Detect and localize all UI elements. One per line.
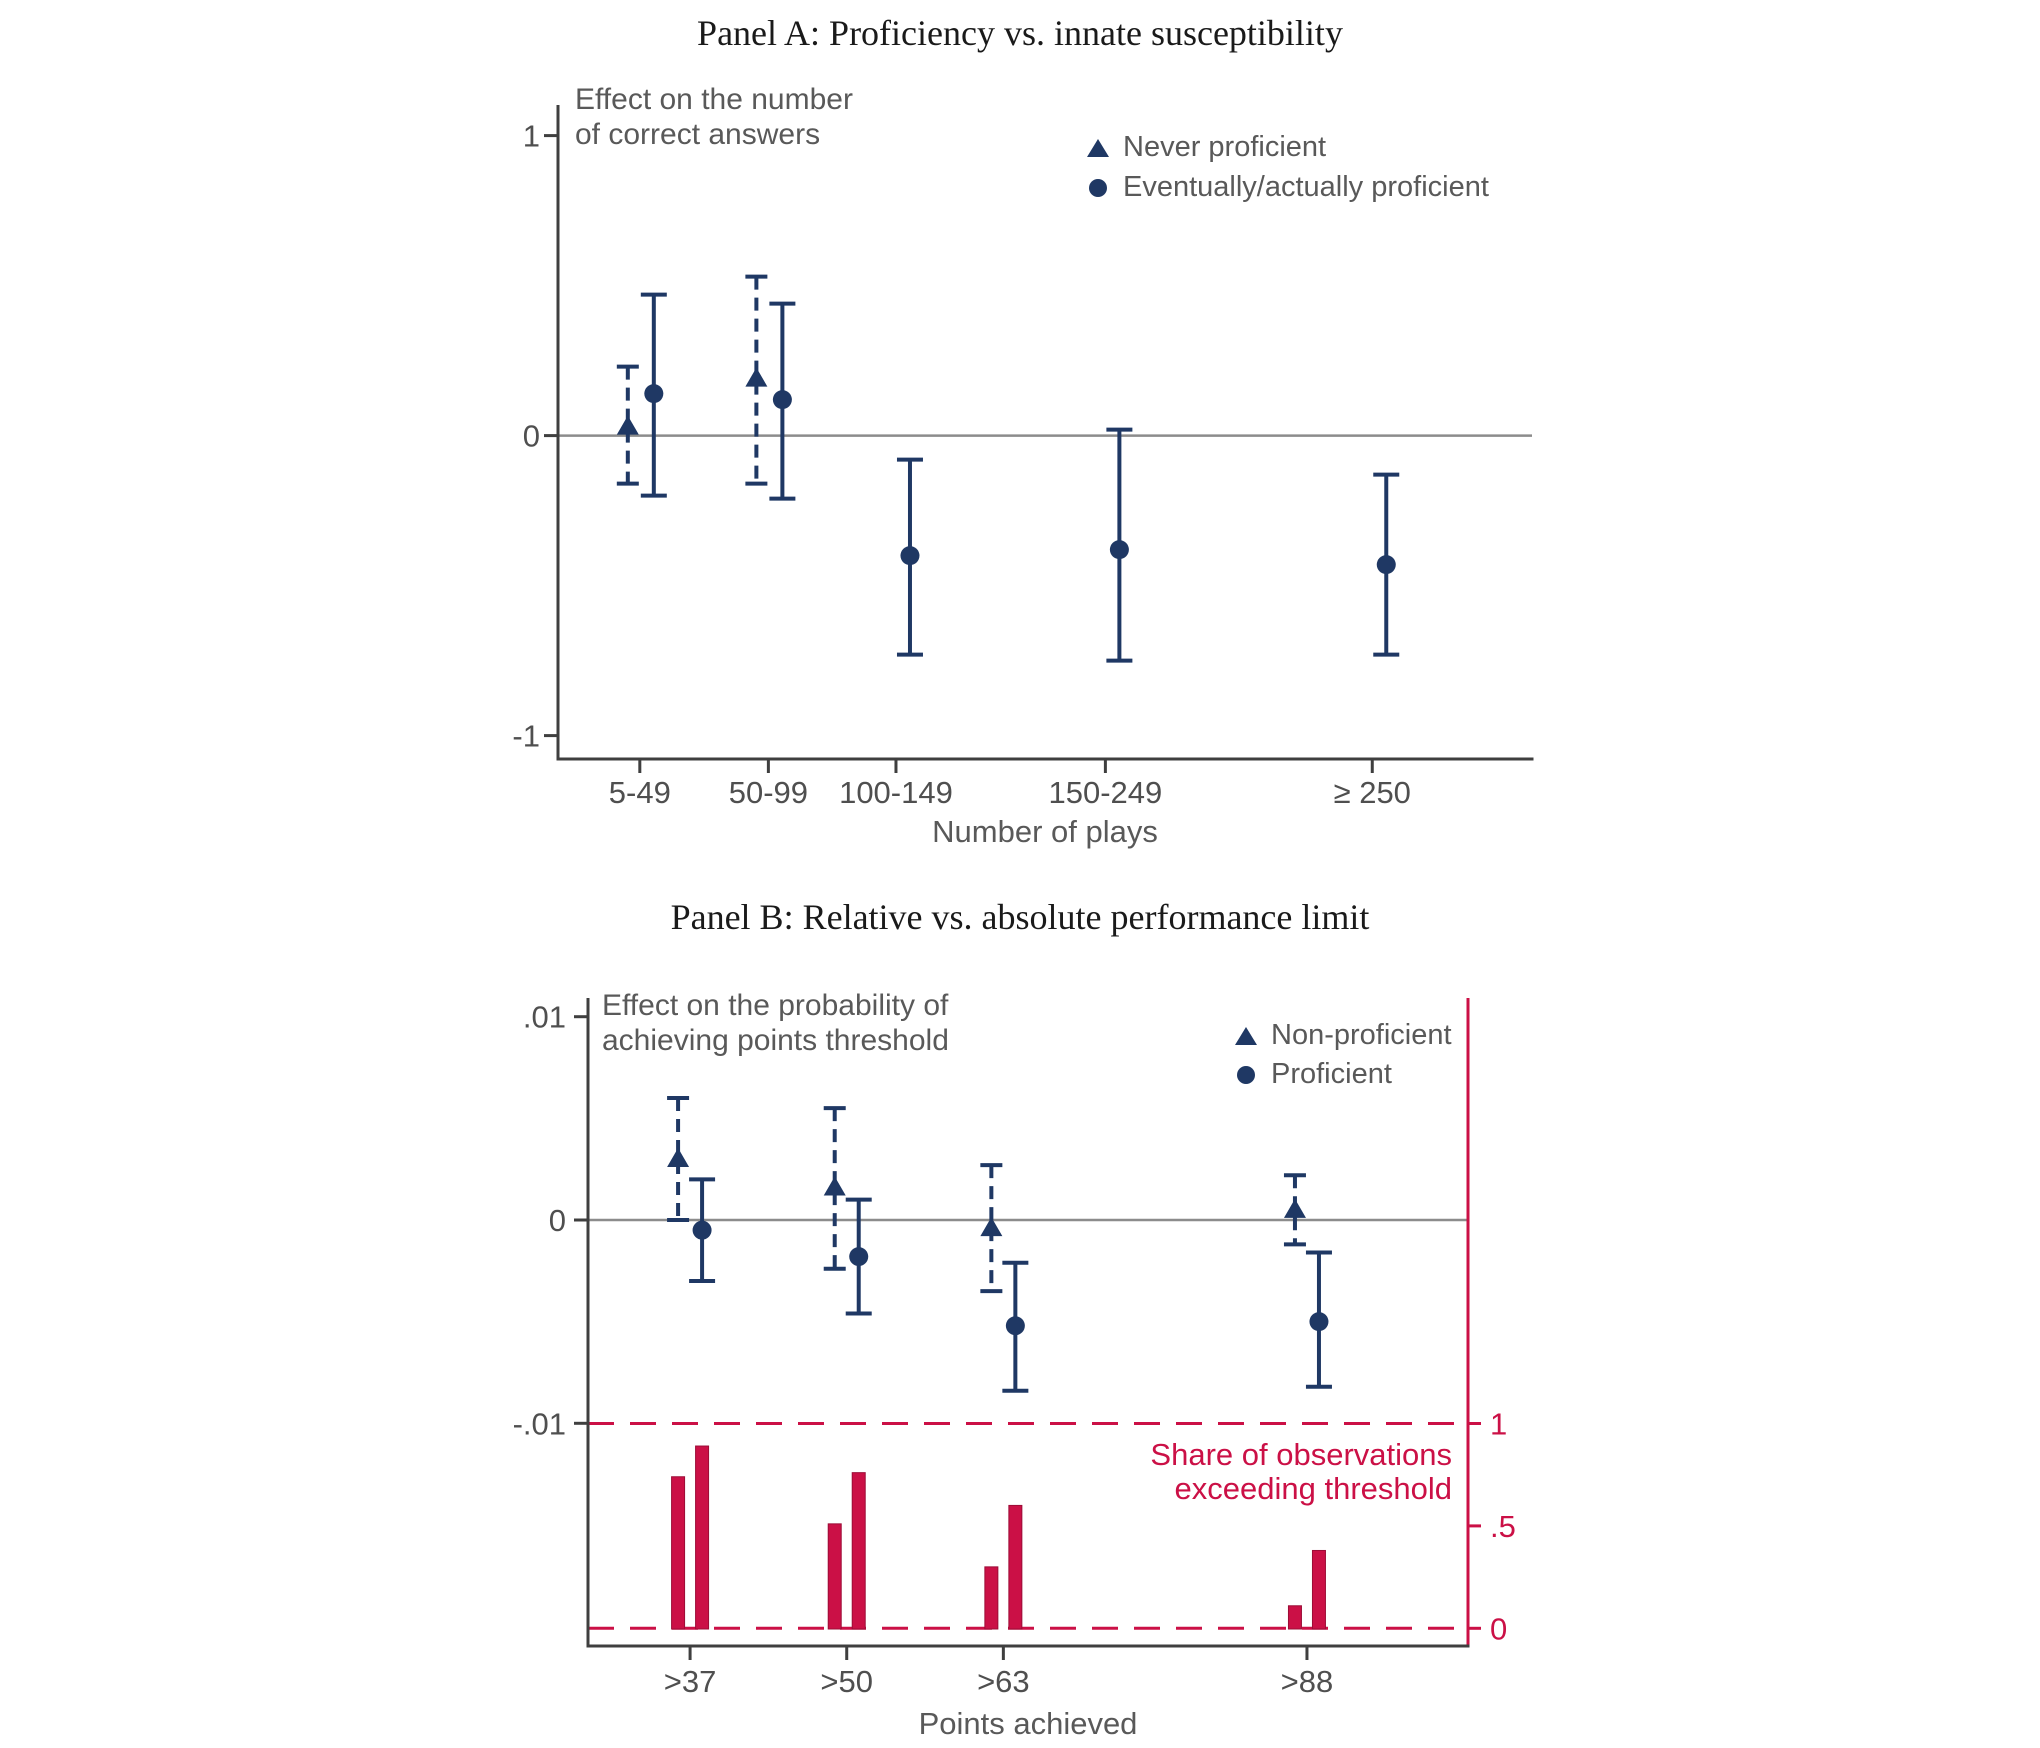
- y-tick-label: 0: [523, 419, 540, 454]
- x-tick-label: 150-249: [1048, 775, 1162, 810]
- x-tick-label: >37: [664, 1664, 717, 1699]
- legend-label: Eventually/actually proficient: [1123, 171, 1489, 203]
- x-tick-label: >50: [820, 1664, 873, 1699]
- marker-circle: [900, 546, 920, 566]
- share-axis-label-line2: exceeding threshold: [1174, 1471, 1452, 1506]
- share-bar: [984, 1566, 999, 1630]
- marker-circle: [644, 384, 664, 404]
- y-tick-label: 0: [549, 1203, 566, 1238]
- marker-triangle: [823, 1176, 846, 1196]
- share-axis-label: Share of observations exceeding threshol…: [1150, 1438, 1452, 1506]
- panel-a-x-axis-title: Number of plays: [932, 814, 1158, 849]
- marker-circle: [772, 390, 792, 410]
- marker-circle: [1309, 1312, 1329, 1332]
- x-tick-label: 100-149: [839, 775, 953, 810]
- marker-circle: [1109, 540, 1129, 560]
- panel-a-y-axis-label-line1: Effect on the number: [575, 83, 853, 116]
- share-bar: [695, 1445, 710, 1630]
- legend-label: Non-proficient: [1271, 1019, 1452, 1051]
- marker-triangle: [616, 415, 639, 435]
- legend-item-non-proficient: Non-proficient: [1234, 1018, 1452, 1053]
- marker-triangle: [1283, 1198, 1306, 1218]
- y-tick-label: 1: [523, 119, 540, 154]
- x-tick-label: >63: [977, 1664, 1030, 1699]
- x-tick-label: ≥ 250: [1334, 775, 1411, 810]
- triangle-marker-icon: [1087, 138, 1109, 157]
- share-axis-label-line1: Share of observations: [1150, 1437, 1452, 1472]
- y-tick-label: .01: [523, 1000, 566, 1035]
- marker-circle: [1376, 555, 1396, 575]
- marker-triangle: [667, 1148, 690, 1168]
- panel-b-y-axis-label-line2: achieving points threshold: [602, 1024, 949, 1057]
- circle-marker-icon: [1089, 178, 1107, 197]
- share-bar: [827, 1523, 842, 1630]
- y-tick-label: -1: [512, 719, 540, 754]
- share-bar: [1008, 1504, 1023, 1630]
- share-bar: [671, 1476, 686, 1630]
- share-bar: [1311, 1549, 1326, 1630]
- panel-b-y-axis-label: Effect on the probability of achieving p…: [602, 988, 949, 1058]
- panel-a-y-axis-label-line2: of correct answers: [575, 118, 821, 151]
- panel-b-x-axis-title: Points achieved: [918, 1706, 1138, 1741]
- x-tick-label: 5-49: [609, 775, 671, 810]
- circle-marker-icon: [1237, 1065, 1255, 1084]
- x-tick-label: 50-99: [729, 775, 808, 810]
- share-axis-tick-label: 0: [1490, 1611, 1507, 1646]
- marker-triangle: [745, 367, 768, 387]
- share-bar: [1287, 1605, 1302, 1630]
- marker-circle: [849, 1247, 869, 1267]
- panel-a-legend: Never proficient Eventually/actually pro…: [1086, 130, 1489, 205]
- y-tick-label: -.01: [513, 1406, 566, 1441]
- legend-item-eventually-proficient: Eventually/actually proficient: [1086, 170, 1489, 205]
- legend-label: Proficient: [1271, 1058, 1392, 1090]
- panel-a-title: Panel A: Proficiency vs. innate suscepti…: [697, 13, 1343, 53]
- panel-b-legend: Non-proficient Proficient: [1234, 1018, 1452, 1092]
- legend-label: Never proficient: [1123, 131, 1327, 163]
- legend-item-never-proficient: Never proficient: [1086, 130, 1489, 165]
- legend-item-proficient: Proficient: [1234, 1057, 1452, 1092]
- share-axis-tick-label: .5: [1490, 1509, 1516, 1544]
- marker-circle: [1005, 1316, 1025, 1336]
- x-tick-label: >88: [1281, 1664, 1334, 1699]
- panel-a-y-axis-label: Effect on the number of correct answers: [575, 82, 853, 152]
- marker-triangle: [980, 1217, 1003, 1237]
- panel-b-title: Panel B: Relative vs. absolute performan…: [670, 897, 1370, 937]
- share-bar: [851, 1472, 866, 1630]
- panel-b-y-axis-label-line1: Effect on the probability of: [602, 989, 949, 1022]
- share-axis-tick-label: 1: [1490, 1407, 1507, 1442]
- triangle-marker-icon: [1235, 1026, 1257, 1045]
- marker-circle: [692, 1220, 712, 1240]
